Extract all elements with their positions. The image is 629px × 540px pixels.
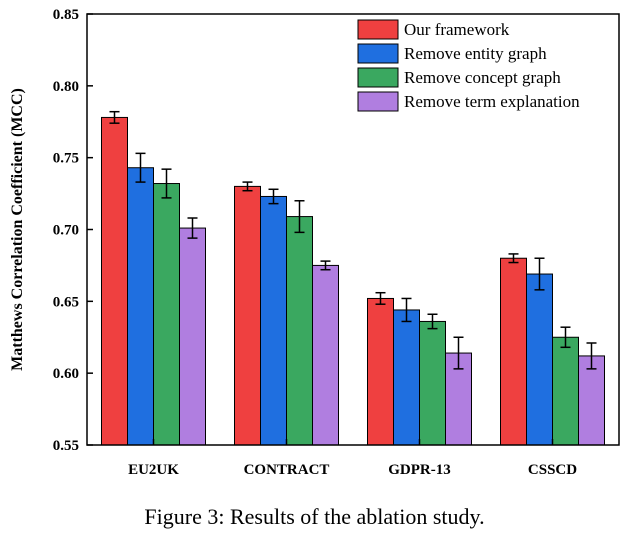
bar bbox=[367, 297, 394, 446]
y-tick-label: 0.80 bbox=[53, 79, 79, 95]
y-tick-label: 0.85 bbox=[53, 7, 79, 23]
figure-caption: Figure 3: Results of the ablation study. bbox=[144, 504, 485, 529]
legend-swatch bbox=[357, 19, 399, 40]
bar bbox=[127, 167, 154, 446]
bar bbox=[393, 309, 420, 446]
x-axis: EU2UK CONTRACT GDPR-13 CSSCD bbox=[128, 439, 577, 478]
legend-label: Remove concept graph bbox=[404, 68, 561, 87]
bar bbox=[286, 216, 313, 446]
bars-group bbox=[101, 116, 605, 446]
legend-label: Remove entity graph bbox=[404, 44, 547, 63]
bar bbox=[552, 336, 579, 446]
x-tick-label: CONTRACT bbox=[244, 462, 330, 478]
bar bbox=[234, 185, 261, 446]
x-tick-label: EU2UK bbox=[128, 462, 179, 478]
bar bbox=[260, 195, 287, 446]
error-bars-group bbox=[109, 110, 597, 370]
y-tick-label: 0.55 bbox=[53, 438, 79, 454]
y-tick-label: 0.75 bbox=[53, 151, 79, 167]
legend-swatch bbox=[357, 43, 399, 64]
y-axis: 0.55 0.60 0.65 0.70 0.75 0.80 0.85 bbox=[53, 7, 93, 454]
bar bbox=[179, 227, 206, 446]
y-tick-label: 0.65 bbox=[53, 294, 79, 310]
legend: Our framework Remove entity graph Remove c… bbox=[357, 19, 580, 112]
y-axis-label: Matthews Correlation Coefficient (MCC) bbox=[9, 88, 26, 371]
bar-chart: 0.55 0.60 0.65 0.70 0.75 0.80 0.85 EU2UK CONTRA… bbox=[9, 7, 620, 478]
x-tick-label: GDPR-13 bbox=[388, 462, 451, 478]
y-tick-label: 0.60 bbox=[53, 366, 79, 382]
legend-swatch bbox=[357, 67, 399, 88]
legend-label: Our framework bbox=[404, 20, 510, 39]
bar bbox=[153, 183, 180, 446]
y-tick-label: 0.70 bbox=[53, 223, 79, 239]
bar bbox=[500, 257, 527, 446]
x-tick-label: CSSCD bbox=[528, 462, 577, 478]
bar bbox=[101, 116, 128, 446]
legend-label: Remove term explanation bbox=[404, 92, 580, 111]
bar bbox=[578, 355, 605, 446]
legend-swatch bbox=[357, 91, 399, 112]
bar bbox=[526, 273, 553, 446]
bar bbox=[312, 264, 339, 446]
bar bbox=[419, 320, 446, 446]
